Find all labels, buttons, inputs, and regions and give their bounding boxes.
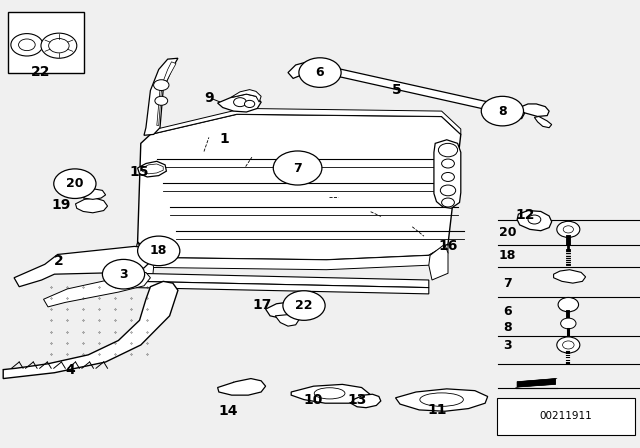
Text: 10: 10: [304, 392, 323, 407]
Text: 11: 11: [428, 403, 447, 417]
Circle shape: [557, 337, 580, 353]
Ellipse shape: [314, 388, 345, 399]
Text: 2: 2: [54, 254, 64, 268]
Circle shape: [49, 39, 69, 53]
Circle shape: [442, 198, 454, 207]
Polygon shape: [434, 140, 461, 208]
Circle shape: [442, 159, 454, 168]
Polygon shape: [312, 59, 330, 69]
Circle shape: [19, 39, 35, 51]
Circle shape: [558, 297, 579, 312]
Circle shape: [138, 236, 180, 266]
Text: 6: 6: [503, 305, 512, 318]
Text: 20: 20: [66, 177, 84, 190]
Circle shape: [316, 61, 326, 69]
Text: 7: 7: [293, 161, 302, 175]
Polygon shape: [150, 108, 461, 134]
Text: 19: 19: [51, 198, 70, 212]
Polygon shape: [83, 189, 106, 199]
Text: 1: 1: [219, 132, 229, 146]
Polygon shape: [44, 272, 150, 307]
Text: 22: 22: [31, 65, 50, 79]
Circle shape: [273, 151, 322, 185]
Circle shape: [563, 226, 573, 233]
Text: 9: 9: [204, 90, 214, 105]
Polygon shape: [517, 379, 556, 387]
Polygon shape: [517, 379, 556, 387]
Polygon shape: [288, 62, 333, 78]
Polygon shape: [554, 270, 586, 283]
Text: 12: 12: [515, 208, 534, 222]
Polygon shape: [429, 244, 448, 280]
Text: 18: 18: [150, 244, 168, 258]
Polygon shape: [230, 90, 261, 102]
Text: 17: 17: [253, 297, 272, 312]
Polygon shape: [3, 281, 178, 379]
Polygon shape: [144, 58, 178, 135]
Circle shape: [234, 98, 246, 107]
Circle shape: [438, 143, 458, 157]
Polygon shape: [136, 273, 429, 288]
Circle shape: [102, 259, 145, 289]
Circle shape: [557, 221, 580, 237]
Circle shape: [528, 215, 541, 224]
Polygon shape: [218, 379, 266, 395]
Polygon shape: [517, 211, 552, 231]
Polygon shape: [136, 242, 154, 280]
Text: 00211911: 00211911: [540, 411, 592, 421]
Circle shape: [283, 291, 325, 320]
Polygon shape: [534, 116, 552, 128]
Text: 6: 6: [316, 66, 324, 79]
Circle shape: [442, 172, 454, 181]
Text: 3: 3: [503, 339, 512, 353]
FancyBboxPatch shape: [8, 12, 84, 73]
Polygon shape: [396, 389, 488, 411]
Text: 3: 3: [119, 267, 128, 281]
FancyBboxPatch shape: [497, 398, 635, 435]
Circle shape: [561, 318, 576, 329]
Polygon shape: [218, 94, 261, 112]
Circle shape: [154, 80, 169, 90]
Circle shape: [563, 341, 574, 349]
Circle shape: [41, 33, 77, 58]
Ellipse shape: [420, 393, 463, 406]
Circle shape: [11, 34, 43, 56]
Polygon shape: [138, 114, 461, 260]
Text: 8: 8: [503, 320, 512, 334]
Polygon shape: [142, 164, 163, 174]
Text: 20: 20: [499, 226, 516, 240]
Polygon shape: [157, 62, 176, 125]
Polygon shape: [326, 68, 525, 119]
Circle shape: [481, 96, 524, 126]
Text: 18: 18: [499, 249, 516, 262]
Polygon shape: [517, 104, 549, 116]
Circle shape: [155, 96, 168, 105]
Text: 4: 4: [65, 362, 76, 377]
Text: 16: 16: [438, 238, 458, 253]
Polygon shape: [76, 198, 108, 213]
Circle shape: [244, 100, 255, 108]
Text: 7: 7: [503, 276, 512, 290]
Text: 22: 22: [295, 299, 313, 312]
Text: 14: 14: [219, 404, 238, 418]
Text: 8: 8: [498, 104, 507, 118]
Polygon shape: [136, 242, 448, 270]
Polygon shape: [351, 394, 381, 408]
Polygon shape: [138, 161, 166, 177]
Circle shape: [299, 58, 341, 87]
Circle shape: [440, 185, 456, 196]
Polygon shape: [291, 384, 370, 403]
Polygon shape: [275, 314, 300, 326]
Polygon shape: [136, 281, 429, 294]
Polygon shape: [266, 302, 298, 318]
Text: 13: 13: [348, 392, 367, 407]
Circle shape: [54, 169, 96, 198]
Text: 15: 15: [130, 165, 149, 180]
Polygon shape: [14, 246, 152, 287]
Text: 5: 5: [392, 82, 402, 97]
